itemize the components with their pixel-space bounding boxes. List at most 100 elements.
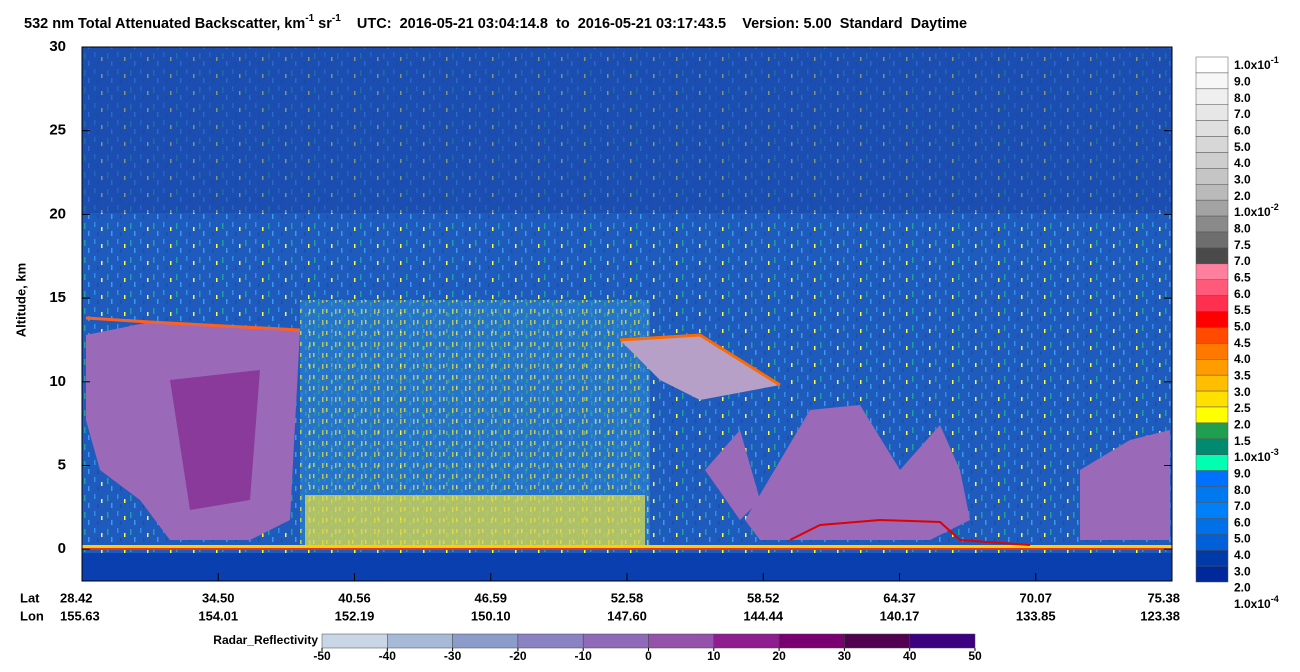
y-tick-label: 30	[49, 38, 66, 55]
colorbar-label: 3.0	[1234, 172, 1251, 186]
radar-tick-label: -20	[509, 649, 527, 663]
x-row-label: Lat	[20, 590, 40, 605]
colorbar-label: 1.5	[1234, 434, 1251, 448]
colorbar-swatch	[1195, 136, 1229, 153]
colorbar-swatch	[1195, 311, 1229, 328]
radar-tick-label: -30	[444, 649, 462, 663]
radar-swatch	[517, 633, 584, 649]
backscatter-field	[82, 47, 1172, 581]
y-tick-label: 25	[49, 122, 66, 139]
colorbar-swatch	[1195, 88, 1229, 105]
chart-title: 532 nm Total Attenuated Backscatter, km-…	[24, 13, 967, 32]
y-axis-label: Altitude, km	[13, 263, 28, 337]
colorbar-swatch	[1195, 120, 1229, 137]
x-tick-label: 40.56	[338, 590, 371, 605]
colorbar-label-base: 1.0x10	[1234, 450, 1271, 464]
colorbar-label: 5.5	[1234, 303, 1251, 317]
colorbar-label: 5.0	[1234, 319, 1251, 333]
colorbar-swatch	[1195, 470, 1229, 487]
radar-swatch	[452, 633, 519, 649]
colorbar-label-exp: -2	[1271, 202, 1279, 212]
colorbar-label: 1.0x10-2	[1234, 202, 1279, 219]
radar-swatch	[909, 633, 976, 649]
colorbar-swatch	[1195, 438, 1229, 455]
colorbar-label: 2.0	[1234, 189, 1251, 203]
colorbar-label: 8.0	[1234, 221, 1251, 235]
colorbar-label: 3.0	[1234, 564, 1251, 578]
colorbar-swatch	[1195, 343, 1229, 360]
y-tick-label: 20	[49, 205, 66, 222]
colorbar-label: 5.0	[1234, 140, 1251, 154]
radar-swatch	[387, 633, 453, 649]
colorbar-label: 7.0	[1234, 254, 1251, 268]
colorbar-swatch	[1195, 422, 1229, 440]
x-tick-label: 140.17	[880, 608, 920, 623]
colorbar-swatch	[1195, 549, 1229, 567]
colorbar-label: 6.0	[1234, 515, 1251, 529]
colorbar-swatch	[1195, 486, 1229, 503]
colorbar-swatch	[1195, 215, 1229, 233]
x-tick-label: 155.63	[60, 608, 100, 623]
x-tick-label: 28.42	[60, 590, 93, 605]
colorbar-label: 7.0	[1234, 107, 1251, 121]
radar-tick-label: 0	[645, 649, 652, 663]
y-tick-label: 15	[49, 289, 66, 306]
y-tick-label: 0	[58, 540, 66, 557]
colorbar-swatch	[1195, 199, 1229, 217]
title-main: 532 nm Total Attenuated Backscatter, km	[24, 16, 305, 32]
x-tick-label: 34.50	[202, 590, 235, 605]
colorbar-swatch	[1195, 263, 1229, 280]
colorbar-label-base: 1.0x10	[1234, 597, 1271, 611]
radar-swatch	[321, 633, 388, 649]
colorbar-label: 8.0	[1234, 483, 1251, 497]
radar-tick-label: -50	[313, 649, 331, 663]
radar-tick-label: 20	[772, 649, 786, 663]
colorbar-swatch	[1195, 518, 1229, 535]
x-tick-label: 70.07	[1019, 590, 1052, 605]
colorbar-swatch	[1195, 565, 1229, 583]
colorbar-swatch	[1195, 502, 1229, 519]
colorbar-swatch	[1195, 327, 1229, 344]
colorbar-label: 7.0	[1234, 499, 1251, 513]
colorbar-label-exp: -3	[1271, 447, 1279, 457]
colorbar-label: 2.5	[1234, 401, 1251, 415]
x-tick-label: 75.38	[1147, 590, 1180, 605]
title-unit: sr	[314, 16, 332, 32]
colorbar-label: 1.0x10-1	[1234, 55, 1279, 72]
x-tick-label: 152.19	[335, 608, 375, 623]
radar-label: Radar_Reflectivity	[213, 633, 318, 647]
radar-swatch	[713, 633, 780, 649]
colorbar-label-exp: -4	[1271, 594, 1279, 604]
colorbar-label-base: 1.0x10	[1234, 58, 1271, 72]
colorbar-label: 2.0	[1234, 417, 1251, 431]
colorbar-swatch	[1195, 359, 1229, 376]
radar-tick-label: 10	[707, 649, 721, 663]
colorbar-label: 4.0	[1234, 352, 1251, 366]
colorbar-label: 2.0	[1234, 581, 1251, 595]
radar-swatch	[648, 633, 715, 649]
colorbar-label: 3.5	[1234, 368, 1251, 382]
x-tick-label: 144.44	[743, 608, 784, 623]
colorbar-label: 4.0	[1234, 548, 1251, 562]
colorbar-swatch	[1195, 104, 1229, 121]
colorbar-swatch	[1195, 152, 1229, 169]
radar-tick-label: -40	[379, 649, 397, 663]
colorbar-swatch	[1195, 247, 1229, 265]
colorbar-label: 4.5	[1234, 336, 1251, 350]
title-info: UTC: 2016-05-21 03:04:14.8 to 2016-05-21…	[341, 16, 967, 32]
title-exp: -1	[332, 13, 341, 24]
colorbar-swatch	[1195, 454, 1229, 471]
colorbar-label: 8.0	[1234, 91, 1251, 105]
radar-swatch	[844, 633, 910, 649]
colorbar-label: 9.0	[1234, 466, 1251, 480]
colorbar-swatch	[1195, 184, 1229, 201]
colorbar-swatch	[1195, 406, 1229, 424]
title-exp: -1	[305, 13, 314, 24]
x-row-label: Lon	[20, 608, 44, 623]
colorbar-label: 6.0	[1234, 287, 1251, 301]
colorbar-swatch	[1195, 295, 1229, 312]
x-tick-label: 58.52	[747, 590, 780, 605]
radar-tick-label: -10	[575, 649, 593, 663]
x-tick-label: 46.59	[474, 590, 507, 605]
